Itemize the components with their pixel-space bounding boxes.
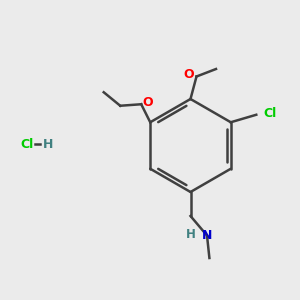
Text: H: H bbox=[43, 137, 53, 151]
Text: Cl: Cl bbox=[264, 107, 277, 120]
Text: Cl: Cl bbox=[20, 137, 34, 151]
Text: O: O bbox=[184, 68, 194, 82]
Text: N: N bbox=[202, 229, 212, 242]
Text: O: O bbox=[142, 96, 153, 109]
Text: H: H bbox=[186, 227, 195, 241]
